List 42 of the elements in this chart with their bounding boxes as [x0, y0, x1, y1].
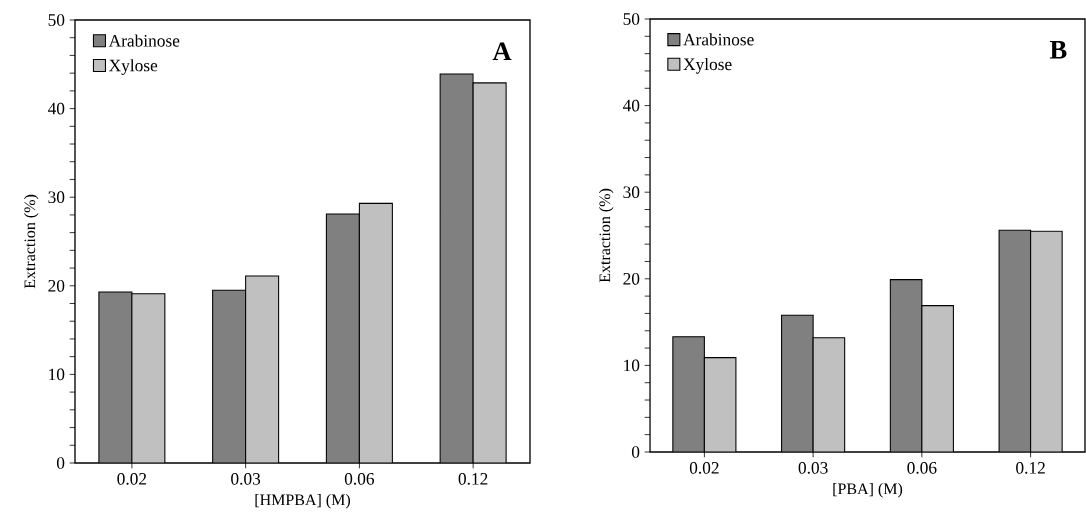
bar — [439, 73, 474, 463]
x-tick-label: 0.12 — [458, 473, 488, 485]
x-tick-label: 0.03 — [231, 473, 261, 485]
bar — [98, 291, 133, 463]
y-tick-label: 40 — [622, 99, 640, 112]
y-axis-title: Extraction (%) — [23, 194, 39, 289]
y-tick-label: 50 — [48, 14, 65, 26]
bar — [672, 336, 705, 452]
y-tick-label: 10 — [49, 368, 65, 381]
y-tick-label: 30 — [48, 191, 65, 204]
bar — [921, 305, 954, 452]
y-tick-label: 40 — [47, 102, 65, 115]
legend-label: Arabinose — [683, 33, 754, 46]
x-tick-label: 0.12 — [1016, 462, 1045, 474]
x-tick-label: 0.06 — [907, 462, 937, 474]
bar — [812, 337, 846, 452]
y-tick-label: 0 — [56, 457, 65, 469]
y-tick-label: 20 — [48, 279, 65, 292]
legend-label: Arabinose — [108, 34, 180, 47]
bar — [781, 314, 814, 452]
y-tick-label: 50 — [623, 13, 640, 25]
annotation: A — [492, 42, 512, 61]
y-tick-label: 20 — [623, 272, 640, 285]
x-tick-label: 0.03 — [798, 462, 828, 474]
x-axis-title: [HMPBA] (M) — [255, 493, 350, 509]
bar — [703, 357, 737, 452]
x-axis-title: [PBA] (M) — [833, 482, 903, 498]
legend-label: Xylose — [683, 57, 732, 74]
y-tick-label: 10 — [624, 359, 640, 372]
bar — [212, 289, 247, 463]
y-axis-title: Extraction (%) — [598, 188, 614, 283]
legend-label: Xylose — [109, 59, 158, 75]
x-tick-label: 0.06 — [344, 473, 375, 485]
x-tick-label: 0.02 — [689, 462, 719, 474]
y-tick-label: 30 — [623, 186, 640, 199]
annotation: B — [1049, 41, 1067, 59]
x-tick-label: 0.02 — [117, 473, 147, 485]
y-tick-label: 0 — [631, 446, 640, 458]
bar — [325, 213, 360, 463]
bar — [889, 279, 923, 452]
bar — [1030, 230, 1063, 452]
bar — [998, 229, 1032, 452]
